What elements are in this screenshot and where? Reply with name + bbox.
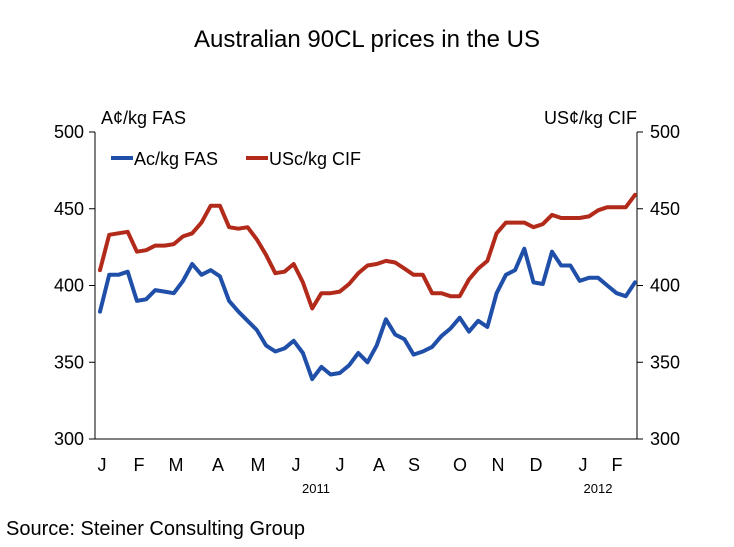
chart-axes bbox=[94, 132, 638, 440]
month-label: F bbox=[134, 455, 145, 475]
right-y-tick-label: 300 bbox=[650, 429, 680, 449]
year-label: 2012 bbox=[584, 481, 613, 496]
legend-label-cif: USc/kg CIF bbox=[269, 149, 361, 169]
series-lines bbox=[98, 192, 637, 382]
month-label: J bbox=[336, 455, 345, 475]
left-y-tick-label: 450 bbox=[54, 199, 84, 219]
chart-title: Australian 90CL prices in the US bbox=[194, 26, 540, 53]
series-line-ac-fas bbox=[98, 246, 637, 382]
month-label: M bbox=[251, 455, 266, 475]
legend-label-fas: Ac/kg FAS bbox=[134, 149, 218, 169]
y-axis-labels: 300 300 350 350 400 400 450 450 500 500 bbox=[54, 122, 680, 449]
month-label: M bbox=[169, 455, 184, 475]
right-y-tick-label: 450 bbox=[650, 199, 680, 219]
left-y-tick-label: 400 bbox=[54, 276, 84, 296]
month-label: A bbox=[373, 455, 385, 475]
left-y-tick-label: 500 bbox=[54, 122, 84, 142]
month-label: J bbox=[579, 455, 588, 475]
left-y-tick-label: 300 bbox=[54, 429, 84, 449]
right-axis-unit: US¢/kg CIF bbox=[544, 108, 637, 128]
year-label: 2011 bbox=[302, 481, 330, 496]
series-line-usc-cif bbox=[98, 192, 637, 311]
month-label: F bbox=[612, 455, 623, 475]
source-note: Source: Steiner Consulting Group bbox=[6, 518, 306, 540]
right-y-tick-label: 400 bbox=[650, 276, 680, 296]
month-label: S bbox=[408, 455, 420, 475]
axis-ticks bbox=[89, 131, 643, 440]
left-y-tick-label: 350 bbox=[54, 352, 84, 372]
month-label: J bbox=[292, 455, 301, 475]
month-label: O bbox=[453, 455, 467, 475]
month-label: D bbox=[530, 455, 543, 475]
x-axis-labels: J F M A M J J A S O N D J F 2011 2012 bbox=[98, 455, 623, 496]
month-label: J bbox=[98, 455, 107, 475]
left-axis-unit: A¢/kg FAS bbox=[101, 108, 186, 128]
legend: Ac/kg FAS USc/kg CIF bbox=[111, 149, 361, 169]
right-y-tick-label: 350 bbox=[650, 352, 680, 372]
right-y-tick-label: 500 bbox=[650, 122, 680, 142]
month-label: A bbox=[212, 455, 224, 475]
month-label: N bbox=[492, 455, 505, 475]
